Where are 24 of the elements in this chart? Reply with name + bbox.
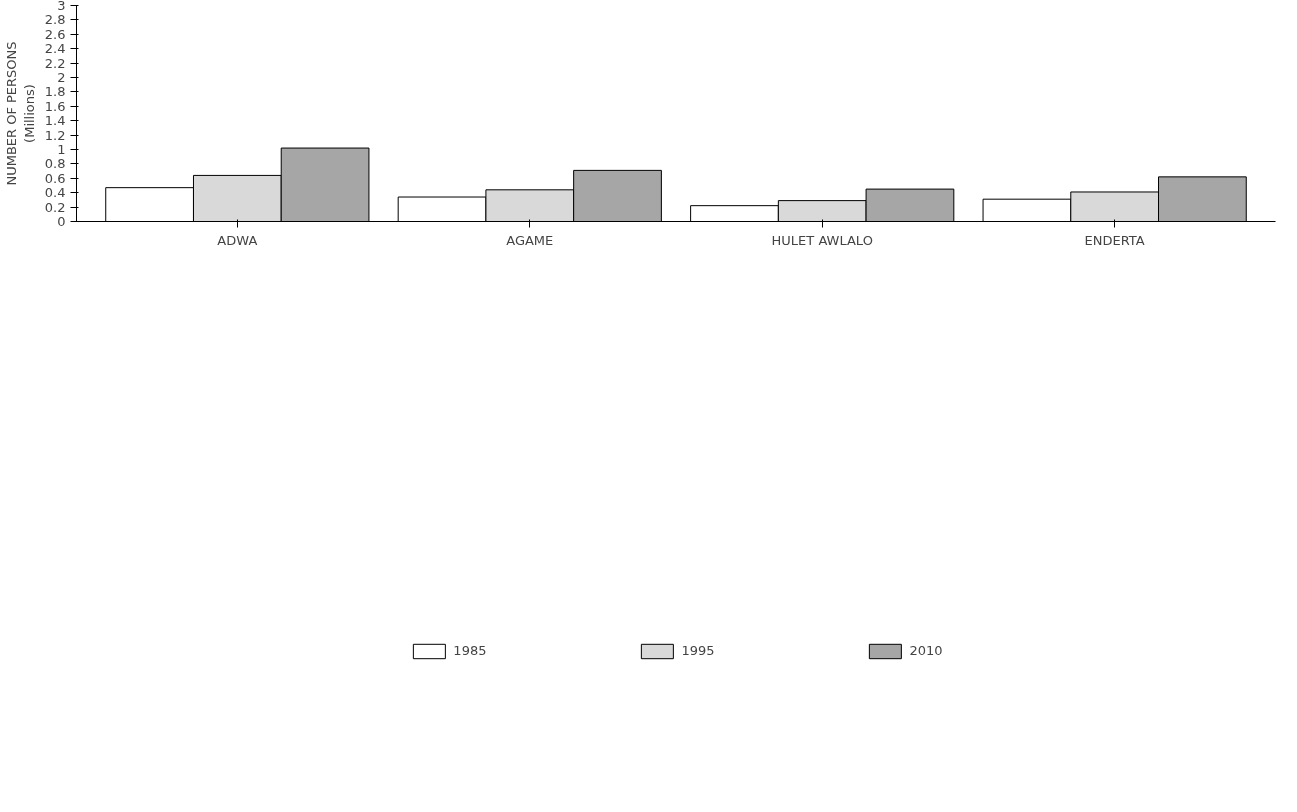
y-tick-label: 0	[57, 214, 66, 229]
y-tick-label: 1.4	[44, 113, 66, 129]
y-tick-label: 2.8	[44, 12, 66, 28]
legend-label: 1985	[453, 643, 487, 658]
y-tick-label: 2.2	[44, 55, 66, 71]
y-tick-label: 1	[57, 142, 66, 157]
y-tick-label: 1.6	[44, 98, 66, 114]
y-tick-label: 2.6	[44, 26, 66, 42]
x-tick-label: AGAME	[506, 232, 554, 248]
y-tick-label: 0.6	[44, 170, 66, 186]
y-tick-label: 2.4	[44, 41, 66, 57]
x-tick-label: ENDERTA	[1084, 232, 1145, 248]
legend-label: 1995	[681, 643, 715, 658]
y-tick-label: 1.2	[44, 127, 66, 143]
y-tick-label: 2	[57, 70, 66, 85]
x-tick-label: ADWA	[217, 232, 258, 248]
y-tick-label: 0.4	[44, 185, 66, 201]
y-tick-label: 1.8	[44, 84, 66, 100]
y-tick-label: 0.8	[44, 156, 66, 172]
y-axis-title: NUMBER OF PERSONS (Millions)	[3, 41, 37, 186]
x-tick-label: HULET AWLALO	[771, 232, 873, 248]
y-tick-label: 0.2	[44, 199, 66, 215]
legend-label: 2010	[909, 643, 943, 658]
y-tick-label: 3	[57, 0, 66, 13]
